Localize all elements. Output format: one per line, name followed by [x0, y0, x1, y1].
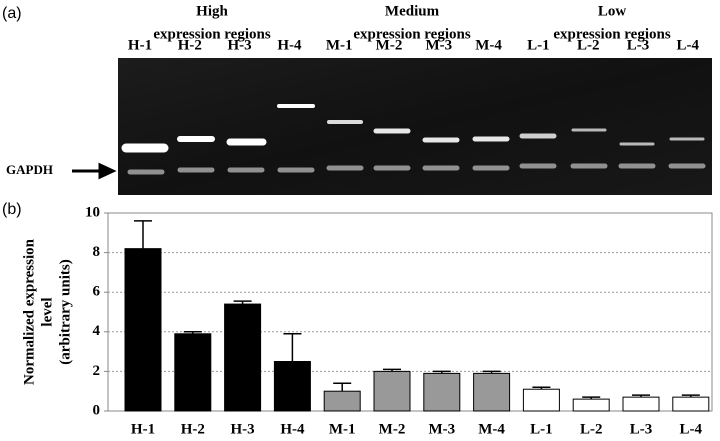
bar	[174, 333, 212, 412]
bar	[572, 398, 610, 412]
group-header: expression regions	[153, 26, 271, 42]
x-tick-label: H-4	[280, 421, 305, 437]
lane-label: M-1	[326, 37, 353, 53]
group-header: High	[196, 3, 228, 19]
x-tick-label: H-3	[231, 421, 255, 437]
x-tick-label: M-1	[329, 421, 356, 437]
x-tick-label: L-3	[630, 421, 653, 437]
lane-label: L-1	[527, 37, 550, 53]
bar	[373, 370, 411, 412]
group-header: expression regions	[553, 26, 671, 42]
lane-label: H-1	[128, 37, 152, 53]
y-tick-label: 10	[85, 204, 100, 220]
gel-background	[118, 58, 712, 195]
lane-label: L-2	[577, 37, 600, 53]
bar	[124, 248, 162, 412]
target-bands	[121, 104, 705, 153]
bar	[672, 396, 710, 412]
panel-label: (a)	[2, 5, 22, 22]
group-header: Medium	[385, 3, 440, 19]
bar	[323, 390, 361, 412]
x-tick-label: M-4	[478, 421, 505, 437]
marker-arrow	[72, 162, 117, 180]
bar	[522, 388, 560, 412]
lane-label: H-4	[277, 37, 302, 53]
lane-label: M-3	[425, 37, 452, 53]
bar	[473, 372, 511, 412]
gapdh-bands	[127, 163, 706, 175]
y-tick-label: 4	[93, 323, 101, 339]
x-tick-label: H-2	[181, 421, 205, 437]
bar	[224, 303, 262, 412]
lane-label: L-4	[677, 37, 700, 53]
lane-label: H-3	[228, 37, 252, 53]
lane-label: L-3	[627, 37, 650, 53]
lane-label: M-4	[475, 37, 502, 53]
y-axis-label: level	[39, 297, 55, 326]
bar	[273, 361, 311, 412]
y-axis-label: Normalized expression	[21, 238, 37, 385]
y-axis-label: (arbitrary units)	[57, 259, 73, 364]
x-tick-label: H-1	[131, 421, 155, 437]
x-tick-label: L-1	[530, 421, 553, 437]
bar	[622, 396, 660, 412]
y-tick-label: 2	[93, 363, 101, 379]
x-tick-label: M-3	[428, 421, 455, 437]
y-tick-label: 8	[93, 244, 101, 260]
y-tick-label: 6	[93, 284, 101, 300]
lane-label: M-2	[376, 37, 403, 53]
y-tick-label: 0	[93, 402, 101, 418]
gel-marker-label: GAPDH	[6, 162, 53, 177]
panel-label: (b)	[2, 201, 22, 218]
gel-image	[118, 58, 712, 195]
x-tick-label: L-4	[680, 421, 703, 437]
group-header: expression regions	[353, 26, 471, 42]
group-header: Low	[598, 3, 627, 19]
x-tick-label: M-2	[379, 421, 406, 437]
x-tick-label: L-2	[580, 421, 603, 437]
lane-label: H-2	[178, 37, 202, 53]
bar	[423, 372, 461, 412]
